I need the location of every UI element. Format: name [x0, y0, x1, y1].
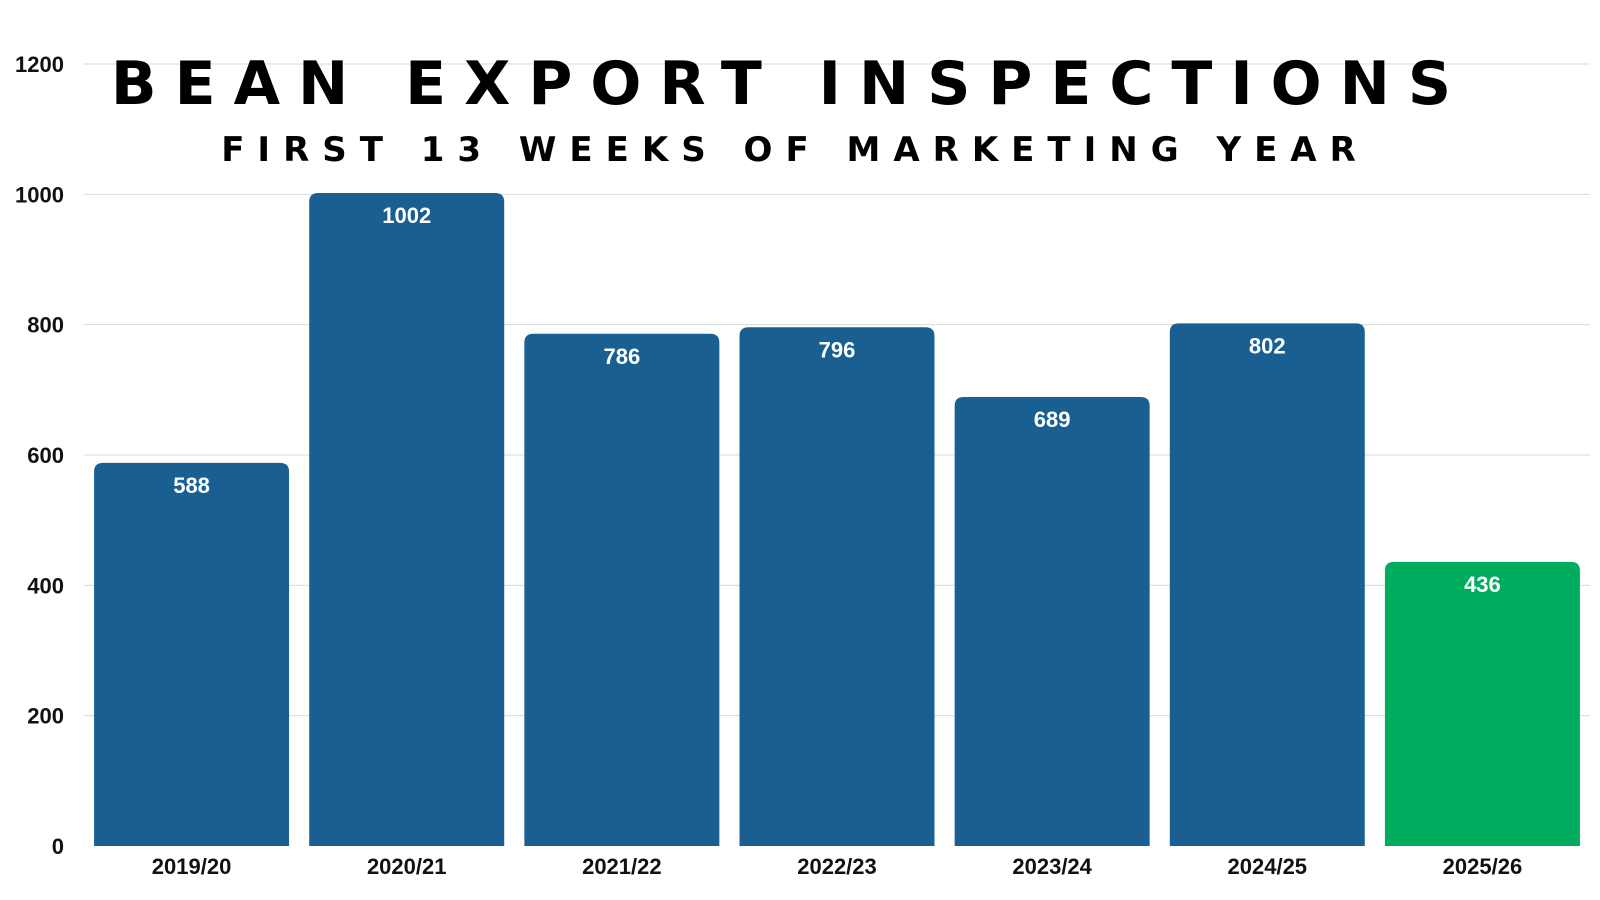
data-label-2025-26: 436: [1464, 572, 1501, 597]
y-axis-ticks: 0 200 400 600 800 1000 1200: [15, 52, 64, 859]
bars: [94, 193, 1580, 847]
data-label-2022-23: 796: [819, 337, 856, 362]
bar-2024-25: [1169, 323, 1365, 846]
bar-2020-21: [309, 193, 505, 846]
data-label-2023-24: 689: [1034, 407, 1071, 432]
data-label-2021-22: 786: [603, 344, 640, 369]
data-label-2019-20: 588: [173, 473, 210, 498]
y-tick-label-600: 600: [27, 443, 64, 468]
bar-2023-24: [954, 397, 1150, 846]
x-tick-label-2025-26: 2025/26: [1443, 854, 1523, 879]
y-tick-label-1000: 1000: [15, 182, 64, 207]
bar-2022-23: [739, 327, 935, 847]
x-tick-label-2023-24: 2023/24: [1012, 854, 1092, 879]
y-tick-label-0: 0: [52, 834, 64, 859]
x-tick-label-2024-25: 2024/25: [1228, 854, 1308, 879]
x-tick-label-2021-22: 2021/22: [582, 854, 662, 879]
y-tick-label-1200: 1200: [15, 52, 64, 77]
y-tick-label-800: 800: [27, 313, 64, 338]
bar-2025-26: [1384, 561, 1580, 846]
x-tick-label-2022-23: 2022/23: [797, 854, 877, 879]
chart-subtitle: FIRST 13 WEEKS OF MARKETING YEAR: [221, 130, 1369, 170]
y-tick-label-200: 200: [27, 704, 64, 729]
data-labels: 588 1002 786 796 689 802 436: [173, 203, 1501, 597]
chart-title: BEAN EXPORT INSPECTIONS: [111, 49, 1469, 119]
x-tick-label-2020-21: 2020/21: [367, 854, 447, 879]
data-label-2020-21: 1002: [382, 203, 431, 228]
y-tick-label-400: 400: [27, 573, 64, 598]
data-label-2024-25: 802: [1249, 333, 1286, 358]
bar-2021-22: [524, 333, 720, 846]
x-tick-label-2019-20: 2019/20: [152, 854, 232, 879]
x-axis-ticks: 2019/20 2020/21 2021/22 2022/23 2023/24 2024/…: [152, 854, 1522, 879]
bar-2019-20: [94, 462, 290, 846]
